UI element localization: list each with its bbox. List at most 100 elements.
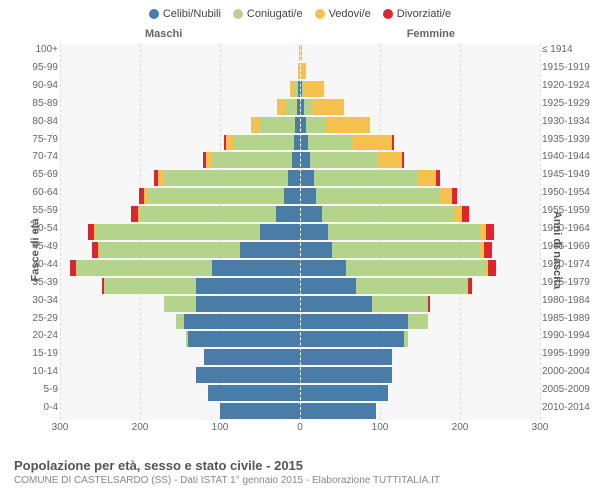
legend-swatch [383, 9, 393, 19]
segment [300, 403, 376, 419]
bar-female [300, 170, 540, 186]
bar-male [60, 188, 300, 204]
age-label: 100+ [2, 44, 58, 55]
segment [436, 170, 440, 186]
segment [220, 403, 300, 419]
bar-female [300, 99, 540, 115]
bar-female [300, 242, 540, 258]
legend: Celibi/NubiliConiugati/eVedovi/eDivorzia… [0, 8, 600, 20]
segment [418, 170, 436, 186]
segment [288, 170, 300, 186]
birth-label: 1935-1939 [542, 134, 598, 145]
segment [300, 135, 308, 151]
segment [300, 314, 408, 330]
x-tick: 300 [52, 422, 69, 433]
birth-label: 2010-2014 [542, 402, 598, 413]
bar-female [300, 331, 540, 347]
bar-female [300, 117, 540, 133]
segment [300, 206, 322, 222]
bar-female [300, 314, 540, 330]
segment [352, 135, 392, 151]
x-tick: 100 [372, 422, 389, 433]
segment [454, 206, 462, 222]
age-label: 75-79 [2, 134, 58, 145]
segment [304, 81, 324, 97]
segment [322, 206, 454, 222]
age-label: 95-99 [2, 62, 58, 73]
birth-label: 1975-1979 [542, 277, 598, 288]
bar-male [60, 349, 300, 365]
segment [304, 99, 312, 115]
birth-label: 1970-1974 [542, 259, 598, 270]
bar-male [60, 81, 300, 97]
bar-female [300, 403, 540, 419]
segment [468, 278, 472, 294]
birth-label: 1945-1949 [542, 169, 598, 180]
bar-female [300, 296, 540, 312]
legend-swatch [315, 9, 325, 19]
bar-male [60, 45, 300, 61]
plot-area: 100+≤ 191495-991915-191990-941920-192485… [60, 44, 540, 420]
segment [196, 296, 300, 312]
segment [332, 242, 480, 258]
bar-male [60, 117, 300, 133]
bar-female [300, 260, 540, 276]
segment [300, 188, 316, 204]
segment [196, 367, 300, 383]
segment [488, 260, 496, 276]
segment [372, 296, 428, 312]
birth-label: 1990-1994 [542, 330, 598, 341]
bar-male [60, 403, 300, 419]
x-tick: 100 [212, 422, 229, 433]
segment [462, 206, 468, 222]
segment [314, 170, 418, 186]
x-tick: 200 [452, 422, 469, 433]
birth-label: 1920-1924 [542, 80, 598, 91]
segment [300, 242, 332, 258]
legend-item: Celibi/Nubili [149, 8, 221, 20]
bar-male [60, 278, 300, 294]
bar-male [60, 224, 300, 240]
segment [300, 367, 392, 383]
legend-label: Celibi/Nubili [163, 8, 221, 20]
segment [310, 152, 378, 168]
birth-label: 1915-1919 [542, 62, 598, 73]
bar-female [300, 45, 540, 61]
segment [226, 135, 234, 151]
segment [208, 385, 300, 401]
x-tick: 0 [297, 422, 303, 433]
legend-swatch [149, 9, 159, 19]
age-label: 70-74 [2, 151, 58, 162]
gender-label-male: Maschi [145, 28, 182, 40]
segment [312, 99, 344, 115]
birth-label: 2005-2009 [542, 384, 598, 395]
birth-label: 2000-2004 [542, 366, 598, 377]
segment [176, 314, 184, 330]
grid-line [540, 44, 541, 420]
segment [148, 188, 284, 204]
age-label: 15-19 [2, 348, 58, 359]
age-label: 5-9 [2, 384, 58, 395]
birth-label: 1995-1999 [542, 348, 598, 359]
age-label: 25-29 [2, 313, 58, 324]
legend-item: Coniugati/e [233, 8, 303, 20]
bar-female [300, 81, 540, 97]
segment [300, 278, 356, 294]
segment [300, 152, 310, 168]
bar-female [300, 367, 540, 383]
bar-male [60, 63, 300, 79]
chart-title: Popolazione per età, sesso e stato civil… [14, 458, 586, 473]
center-line [300, 44, 301, 420]
segment [234, 135, 294, 151]
x-tick: 200 [132, 422, 149, 433]
segment [96, 224, 260, 240]
age-label: 10-14 [2, 366, 58, 377]
bar-female [300, 206, 540, 222]
age-label: 80-84 [2, 116, 58, 127]
birth-label: 1940-1944 [542, 151, 598, 162]
x-axis: 3002001000100200300 [60, 422, 540, 436]
segment [308, 135, 352, 151]
segment [212, 260, 300, 276]
bar-female [300, 385, 540, 401]
bar-male [60, 170, 300, 186]
